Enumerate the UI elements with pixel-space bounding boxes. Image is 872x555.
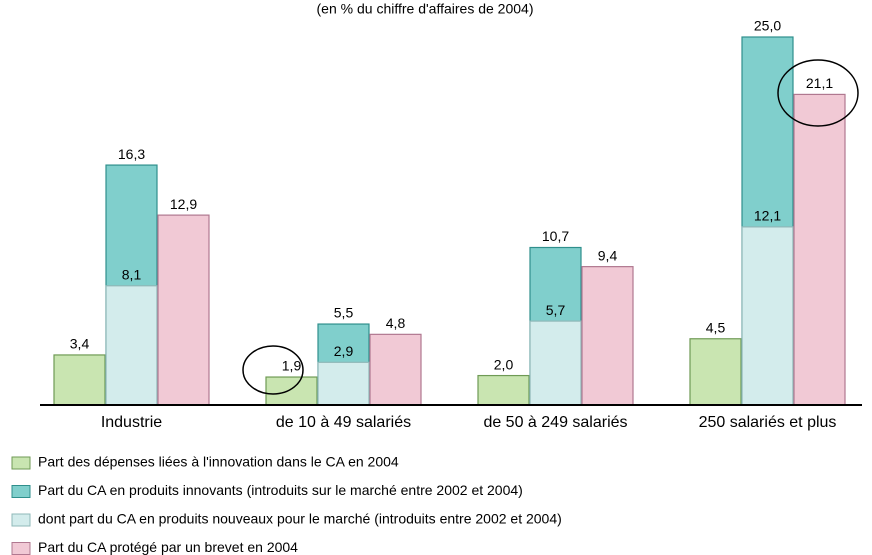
bar (581, 266, 634, 406)
data-label: 16,3 (118, 146, 145, 162)
bar (317, 361, 370, 406)
data-label: 8,1 (122, 266, 142, 282)
data-label: 1,9 (282, 358, 302, 374)
bars: 3,4 16,3 8,1 12,9 1,9 5,5 2,9 4,8 2,0 10,7 5,7 9,4 4… (53, 18, 846, 406)
x-tick-label: de 50 à 249 salariés (483, 414, 627, 431)
legend-swatch (11, 456, 31, 470)
data-label: 2,0 (494, 356, 514, 372)
bar (265, 376, 318, 406)
bar (157, 214, 210, 406)
x-tick-label: de 10 à 49 salariés (276, 414, 411, 431)
bar (369, 333, 422, 406)
x-tick-label: 250 salariés et plus (699, 414, 837, 431)
legend-swatch (11, 513, 31, 527)
highlight-ellipse (777, 59, 859, 127)
bar (105, 285, 158, 406)
highlight-ellipse (242, 345, 304, 395)
data-label: 21,1 (806, 75, 833, 91)
bar (793, 93, 846, 406)
data-label: 5,7 (546, 302, 566, 318)
bar (477, 374, 530, 406)
legend-label: Part du CA en produits innovants (introd… (38, 482, 523, 498)
legend-label: dont part du CA en produits nouveaux pou… (38, 511, 562, 527)
data-label: 2,9 (334, 343, 354, 359)
legend-label: Part du CA protégé par un brevet en 2004 (38, 539, 298, 555)
data-label: 12,9 (170, 196, 197, 212)
data-label: 4,5 (706, 319, 726, 335)
bar (741, 226, 794, 406)
bar (689, 338, 742, 406)
data-label: 25,0 (754, 18, 781, 34)
legend-swatch (11, 542, 31, 555)
x-tick-label: Industrie (101, 414, 162, 431)
data-label: 12,1 (754, 208, 781, 224)
data-label: 3,4 (70, 336, 90, 352)
data-label: 10,7 (542, 228, 569, 244)
legend-swatch (11, 485, 31, 498)
bar (53, 354, 106, 406)
legend-label: Part des dépenses liées à l'innovation d… (38, 454, 399, 470)
bar (529, 320, 582, 406)
chart-subtitle: (en % du chiffre d'affaires de 2004) (317, 1, 534, 17)
data-label: 9,4 (598, 247, 618, 263)
data-label: 4,8 (386, 315, 406, 331)
data-label: 5,5 (334, 305, 354, 321)
